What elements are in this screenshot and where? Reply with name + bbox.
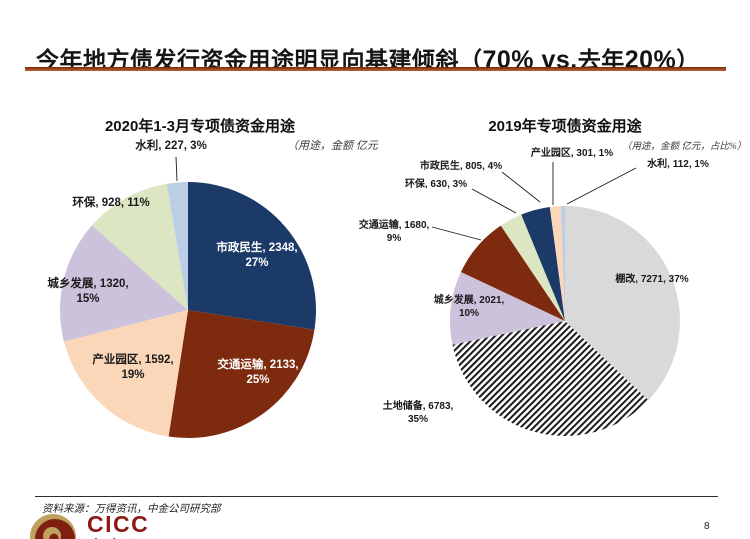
slice-label-2019-chanye: 产业园区, 301, 1% bbox=[530, 148, 614, 159]
footer-divider bbox=[35, 496, 718, 497]
cicc-logo-chinese: 中金公司 bbox=[88, 533, 160, 539]
slice-label-2020-chanye: 产业园区, 1592, 19% bbox=[92, 354, 174, 381]
pie-slice-交通运输 bbox=[460, 225, 565, 321]
pie-chart-2020 bbox=[59, 182, 316, 438]
slice-label-2020-chengxiang: 城乡发展, 1320, 15% bbox=[47, 278, 129, 305]
leader-2020-shuili bbox=[175, 156, 178, 182]
slice-label-2019-shuili: 水利, 112, 1% bbox=[647, 159, 709, 170]
pie-slice-环保 bbox=[91, 183, 188, 310]
title-underline-rule bbox=[25, 67, 726, 71]
pie-slice-城乡发展 bbox=[59, 225, 189, 342]
pie-slice-城乡发展 bbox=[449, 272, 565, 345]
leader-2019-shuili bbox=[566, 167, 637, 205]
page-number: 8 bbox=[704, 521, 710, 532]
pie-slice-土地储备 bbox=[452, 321, 649, 437]
pie-slice-市政民生 bbox=[188, 182, 316, 330]
chart-title-2019: 2019年专项债资金用途 bbox=[488, 118, 642, 136]
pie-slice-环保 bbox=[500, 214, 565, 321]
pie-slice-产业园区 bbox=[63, 310, 188, 437]
slice-label-2019-jiaotong: 交通运输, 1680, 9% bbox=[358, 220, 430, 244]
slice-label-2019-huanbao: 环保, 630, 3% bbox=[404, 179, 468, 190]
pie-slice-市政民生 bbox=[521, 207, 565, 321]
pie-slice-棚改 bbox=[565, 206, 680, 401]
chart-note-2020: （用途，金额 亿元 bbox=[287, 140, 378, 152]
chart-title-2020: 2020年1-3月专项债资金用途 bbox=[104, 118, 296, 136]
source-note: 资料来源：万得资讯，中金公司研究部 bbox=[42, 504, 221, 515]
cicc-logo-icon bbox=[30, 514, 76, 539]
chart-note-2019: （用途，金额 亿元，占比%） bbox=[622, 142, 747, 152]
slice-label-2019-penggai: 棚改, 7271, 37% bbox=[615, 274, 689, 285]
slice-label-2019-tudi: 土地储备, 6783, 35% bbox=[382, 401, 454, 425]
slice-label-2020-huanbao: 环保, 928, 11% bbox=[72, 197, 150, 209]
pie-slice-水利 bbox=[166, 182, 188, 310]
slice-label-2020-shizheng: 市政民生, 2348, 27% bbox=[216, 242, 298, 269]
slice-label-2019-chengxiang: 城乡发展, 2021, 10% bbox=[433, 295, 505, 319]
slice-label-2020-shuili: 水利, 227, 3% bbox=[135, 140, 207, 152]
pie-slice-产业园区 bbox=[549, 206, 565, 321]
pie-chart-2019 bbox=[449, 205, 680, 437]
leader-2019-shizheng bbox=[501, 171, 541, 203]
pie-slice-水利 bbox=[560, 205, 565, 321]
slice-label-2020-jiaotong: 交通运输, 2133, 25% bbox=[217, 359, 299, 386]
cicc-logo-text: CICC bbox=[87, 511, 150, 537]
slice-label-2019-shizheng: 市政民生, 805, 4% bbox=[419, 161, 503, 172]
pie-slice-交通运输 bbox=[168, 310, 315, 438]
